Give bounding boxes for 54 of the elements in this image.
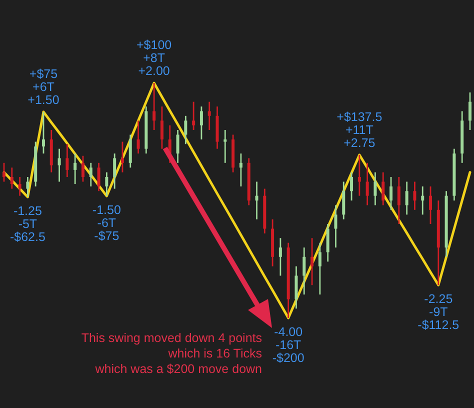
candlestick xyxy=(334,204,338,248)
candlestick xyxy=(26,176,30,198)
candlestick xyxy=(2,162,6,182)
annotation: +$75 +6T +1.50 xyxy=(28,66,60,107)
candlestick xyxy=(468,92,472,131)
candlestick xyxy=(239,152,242,188)
candlestick xyxy=(413,181,416,211)
candlestick xyxy=(310,237,314,286)
candlestick xyxy=(176,129,180,164)
annotation: -1.25 -5T -$62.5 xyxy=(10,204,46,244)
candlestick xyxy=(184,115,188,145)
candlestick xyxy=(136,120,140,154)
candlestick xyxy=(318,242,322,296)
candlestick xyxy=(326,223,330,262)
candlestick xyxy=(358,154,361,196)
candlestick xyxy=(152,82,156,131)
candlestick xyxy=(224,129,227,164)
text: This swing moved down 4 points which is 16 Ticks which was a $200 move down xyxy=(81,331,262,376)
candlestick xyxy=(58,148,61,182)
candlestick xyxy=(97,162,100,192)
annotation: +$137.5 +11T +2.75 xyxy=(336,110,382,150)
candlestick xyxy=(192,101,196,131)
candlestick xyxy=(105,172,108,197)
candlestick xyxy=(397,176,400,225)
candlestick xyxy=(74,152,77,185)
text: +$100 +8T +2.00 xyxy=(136,38,172,78)
candlestick xyxy=(255,181,258,220)
annotation: -2.25 -9T -$112.5 xyxy=(418,292,460,332)
candlestick xyxy=(66,143,69,178)
candlestick xyxy=(342,181,346,220)
candlestick xyxy=(81,155,84,182)
candlestick xyxy=(405,181,408,216)
candlestick xyxy=(302,246,306,296)
annotation: -1.50 -6T -$75 xyxy=(92,203,121,244)
candlestick xyxy=(10,166,14,190)
candlestick xyxy=(120,141,124,173)
candlestick xyxy=(200,106,203,140)
candlestick xyxy=(18,176,22,196)
candlestick xyxy=(382,172,385,206)
candlestick xyxy=(278,237,282,276)
candlestick xyxy=(89,162,92,188)
candlestick xyxy=(294,266,298,310)
candlestick xyxy=(390,176,393,211)
text: -4.00 -16T -$200 xyxy=(272,325,304,365)
candlestick xyxy=(366,162,369,206)
candlestick xyxy=(128,134,132,168)
candlestick xyxy=(374,172,377,206)
candlestick xyxy=(113,152,116,190)
candlestick xyxy=(429,186,432,225)
candlestick xyxy=(350,172,354,202)
candlestick xyxy=(421,186,424,216)
candlestick xyxy=(208,101,211,131)
candlestick xyxy=(160,106,164,150)
candlestick xyxy=(42,111,45,154)
